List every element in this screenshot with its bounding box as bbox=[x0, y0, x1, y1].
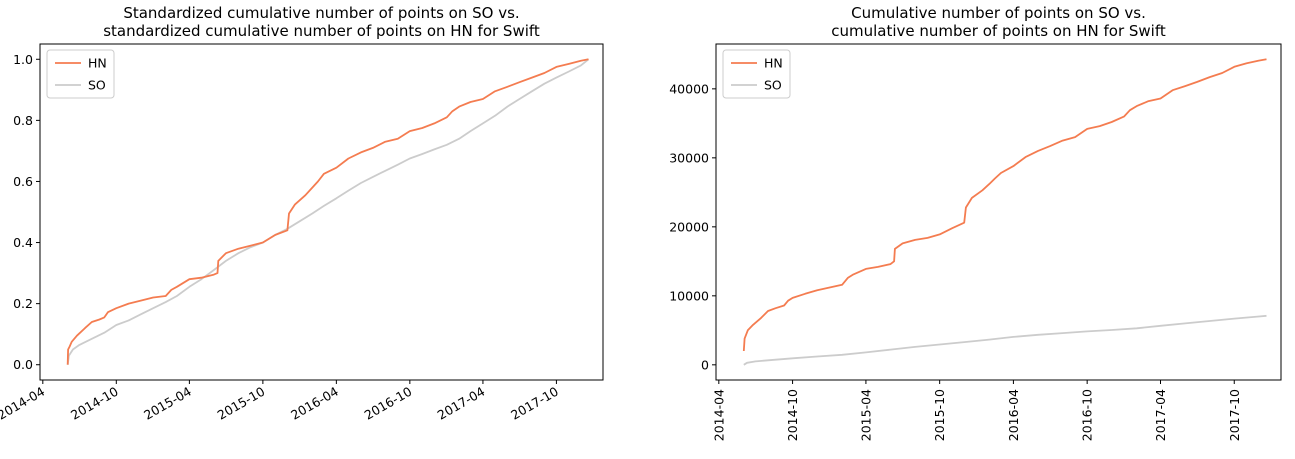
x-tick-label: 2015-10 bbox=[932, 389, 947, 441]
series-line-so bbox=[743, 314, 1267, 366]
series-line-hn bbox=[742, 58, 1267, 352]
legend: HN SO bbox=[46, 49, 115, 99]
y-tick-label: 10000 bbox=[669, 288, 709, 303]
chart-title-line: Standardized cumulative number of points… bbox=[123, 4, 519, 22]
y-tick-label: 1.0 bbox=[13, 52, 33, 67]
y-tick-label: 20000 bbox=[669, 219, 709, 234]
chart-2: Cumulative number of points on SO vs.cum… bbox=[669, 4, 1282, 441]
y-tick-label: 0 bbox=[701, 357, 709, 372]
y-tick-label: 40000 bbox=[669, 81, 709, 96]
y-tick-label: 0.4 bbox=[13, 235, 33, 250]
legend-box bbox=[722, 49, 791, 99]
y-tick-label: 30000 bbox=[669, 150, 709, 165]
x-tick-label: 2016-04 bbox=[1006, 389, 1021, 441]
chart-title-line: cumulative number of points on HN for Sw… bbox=[831, 22, 1166, 40]
x-tick-label: 2017-10 bbox=[1227, 389, 1242, 441]
x-tick-label: 2015-04 bbox=[141, 384, 194, 423]
x-tick-label: 2016-04 bbox=[288, 384, 341, 423]
x-tick-label: 2017-04 bbox=[1153, 389, 1168, 441]
legend-label-hn: HN bbox=[88, 56, 107, 71]
chart-title-line: standardized cumulative number of points… bbox=[103, 22, 540, 40]
y-tick-label: 0.2 bbox=[13, 296, 33, 311]
x-tick-label: 2016-10 bbox=[1080, 389, 1095, 441]
x-tick-label: 2014-04 bbox=[0, 384, 47, 423]
y-tick-label: 0.0 bbox=[13, 357, 33, 372]
legend-label-so: SO bbox=[764, 78, 782, 93]
x-tick-label: 2017-04 bbox=[435, 384, 488, 423]
y-tick-label: 0.8 bbox=[13, 113, 33, 128]
x-tick-label: 2015-10 bbox=[215, 384, 268, 423]
chart-1: Standardized cumulative number of points… bbox=[0, 4, 604, 423]
x-tick-label: 2015-04 bbox=[858, 389, 873, 441]
legend-box bbox=[46, 49, 115, 99]
x-tick-label: 2014-10 bbox=[68, 384, 121, 423]
legend-label-hn: HN bbox=[764, 56, 783, 71]
x-tick-label: 2017-10 bbox=[508, 384, 561, 423]
chart-title-line: Cumulative number of points on SO vs. bbox=[851, 4, 1146, 22]
legend-label-so: SO bbox=[88, 78, 106, 93]
axes-frame bbox=[715, 43, 1282, 381]
y-tick-label: 0.6 bbox=[13, 174, 33, 189]
x-tick-label: 2014-04 bbox=[711, 389, 726, 441]
x-tick-label: 2014-10 bbox=[785, 389, 800, 441]
legend: HN SO bbox=[722, 49, 791, 99]
x-tick-label: 2016-10 bbox=[362, 384, 415, 423]
series-line-hn bbox=[66, 58, 589, 365]
series-line-so bbox=[66, 58, 590, 365]
axes-frame bbox=[39, 43, 604, 381]
